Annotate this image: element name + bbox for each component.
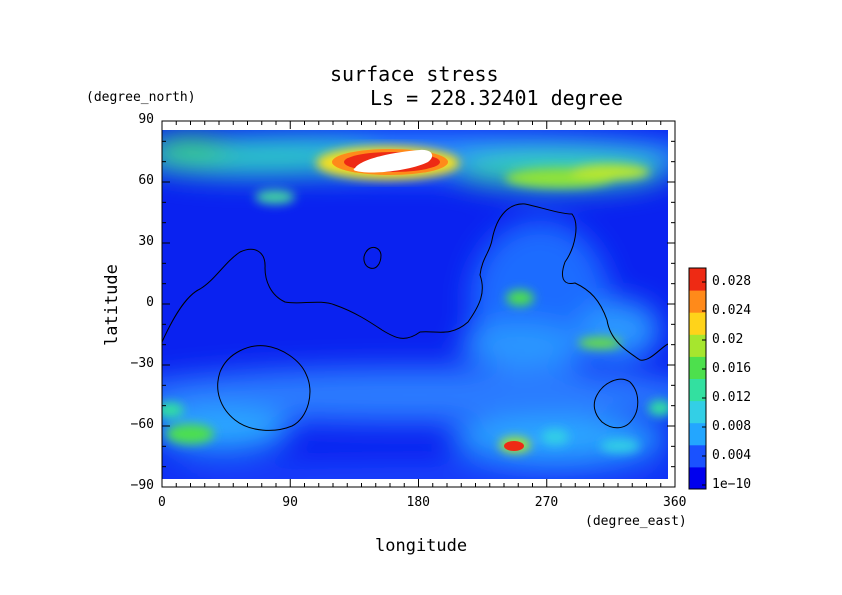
x-tick-label: 270: [534, 495, 559, 510]
chart-title: surface stress: [330, 62, 499, 86]
colorbar-tick-label: 1e−10: [712, 477, 752, 492]
y-tick-label: 0: [146, 295, 154, 310]
colorbar-swatch: [689, 334, 706, 357]
colorbar-tick-label: 0.016: [712, 361, 752, 376]
contour-south-basin-west: [217, 345, 311, 431]
contour-north-island: [363, 247, 382, 269]
colorbar-swatch: [689, 466, 706, 490]
x-tick-label: 0: [158, 495, 166, 510]
y-tick-label: −30: [130, 356, 154, 371]
colorbar-tick-label: 0.008: [712, 419, 752, 434]
x-tick-label: 180: [406, 495, 430, 510]
colorbar-swatch: [689, 290, 706, 313]
colorbar-swatch: [689, 312, 706, 335]
colorbar-tick-label: 0.028: [712, 274, 752, 289]
colorbar-swatch: [689, 378, 706, 402]
colorbar-swatch: [689, 444, 706, 468]
colorbar-swatch: [689, 268, 706, 291]
colorbar-tick-label: 0.004: [712, 448, 752, 463]
colorbar-swatch: [689, 400, 706, 424]
y-tick-label: 30: [138, 234, 154, 249]
colorbar-tick-label: 0.024: [712, 303, 752, 318]
heatmap-sharp-regions: [162, 164, 668, 453]
x-tick-label: 90: [282, 495, 298, 510]
x-tick-label: 360: [663, 495, 687, 510]
x-axis-unit: (degree_east): [585, 514, 687, 529]
contour-lines: [162, 203, 668, 431]
chart-subtitle: Ls = 228.32401 degree: [370, 86, 623, 110]
heatmap-field: [162, 130, 668, 479]
contour-south-basin-east: [593, 378, 639, 429]
y-tick-label: −90: [130, 478, 154, 493]
colorbar-frame: [688, 267, 707, 490]
colorbar: [689, 268, 706, 490]
contour-dichotomy: [162, 203, 668, 361]
colorbar-swatch: [689, 356, 706, 379]
x-axis-label: longitude: [375, 536, 468, 556]
y-tick-label: −60: [130, 417, 154, 432]
heatmap-peak-region: [316, 146, 524, 451]
y-axis-unit: (degree_north): [86, 90, 196, 105]
colorbar-swatch: [689, 422, 706, 446]
y-tick-label: 60: [138, 173, 154, 188]
y-axis-label: latitude: [102, 264, 122, 346]
colorbar-tick-label: 0.012: [712, 390, 752, 405]
colorbar-tick-label: 0.02: [712, 332, 744, 347]
axis-ticks: [161, 120, 676, 488]
y-tick-label: 90: [138, 112, 154, 127]
